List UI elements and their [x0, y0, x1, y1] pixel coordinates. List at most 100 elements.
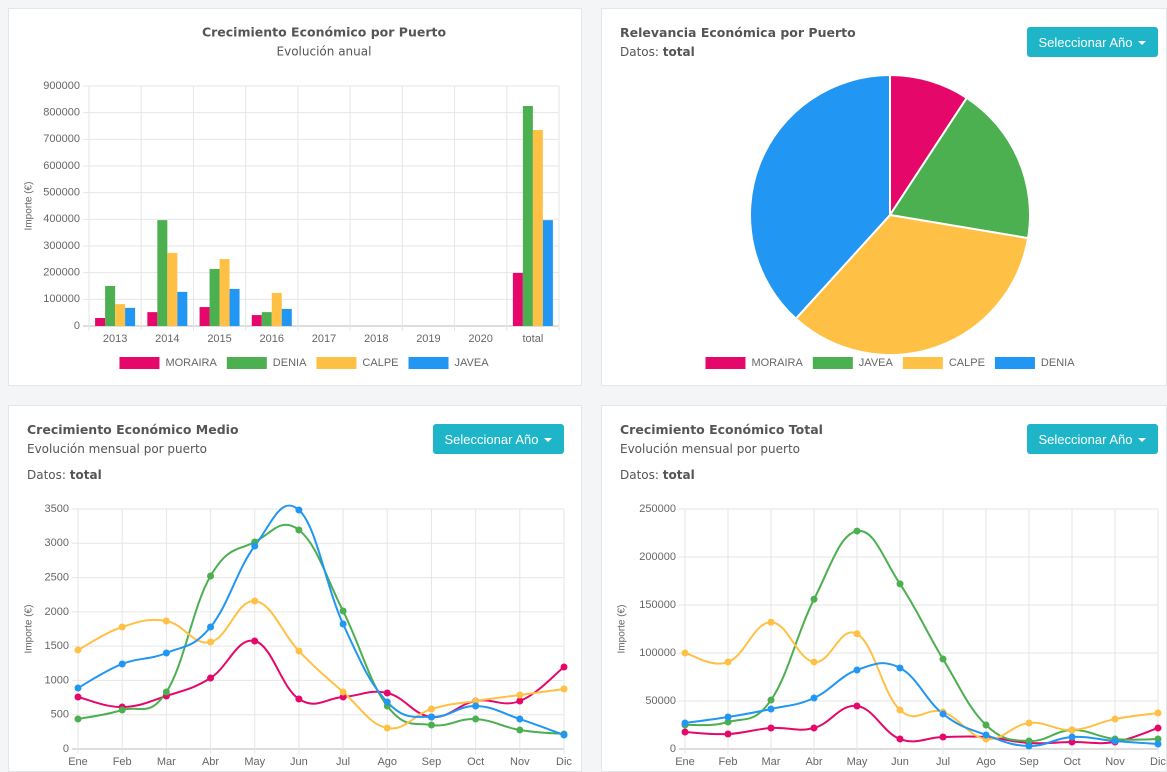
bar — [261, 312, 272, 326]
point — [251, 637, 259, 645]
button-label: Seleccionar Año — [444, 431, 539, 447]
bar — [125, 307, 136, 326]
point — [1111, 715, 1119, 723]
pie-slice — [749, 73, 891, 321]
x-tick-label: Mar — [157, 756, 176, 768]
x-tick-label: Jun — [290, 756, 308, 768]
x-tick-label: Nov — [510, 756, 530, 768]
legend: MORAIRA DENIA CALPE JAVEA — [119, 357, 489, 369]
x-tick-label: 2014 — [155, 333, 179, 345]
x-tick-label: total — [522, 333, 543, 345]
x-tick-label: Nov — [1105, 756, 1125, 768]
x-tick-label: May — [847, 756, 868, 768]
data-label: Datos: — [27, 468, 66, 482]
bar — [199, 307, 210, 326]
point — [1154, 724, 1162, 732]
chart: 0 500 1000 1500 2000 2500 3000 3500 Ene Feb Mar Abr… — [24, 503, 573, 768]
point — [853, 527, 861, 535]
y-axis-title: Importe (€) — [617, 605, 628, 654]
line — [684, 530, 1159, 743]
line — [684, 621, 1159, 741]
x-tick-label: 2017 — [312, 333, 336, 345]
point — [339, 607, 347, 615]
y-tick-label: 150000 — [639, 599, 676, 611]
x-tick-label: Dic — [1150, 756, 1166, 768]
point — [427, 705, 435, 713]
point — [1025, 737, 1033, 745]
y-tick-label: 200000 — [639, 551, 676, 563]
chart: MORAIRA JAVEA CALPE DENIA — [705, 73, 1075, 369]
legend-swatch — [812, 357, 853, 369]
y-tick-label: 700000 — [43, 133, 80, 145]
point — [162, 688, 170, 696]
year-dropdown[interactable]: Seleccionar Año — [1027, 27, 1158, 57]
legend-swatch — [705, 357, 746, 369]
legend-swatch — [119, 357, 160, 369]
point — [207, 674, 215, 682]
point — [810, 658, 818, 666]
x-tick-label: Dic — [556, 756, 572, 768]
y-tick-label: 300000 — [43, 240, 80, 252]
chart: 0 50000 100000 150000 200000 250000 Ene Feb Mar A… — [617, 503, 1166, 768]
button-label: Seleccionar Año — [1038, 431, 1133, 447]
x-tick-label: Oct — [467, 756, 484, 768]
point — [207, 638, 215, 646]
y-tick-label: 600000 — [43, 160, 80, 172]
y-tick-label: 800000 — [43, 107, 80, 119]
point — [74, 646, 82, 654]
x-tick-label: 2016 — [260, 333, 284, 345]
line — [684, 704, 1159, 745]
bar — [532, 130, 543, 326]
x-tick-label: Jul — [336, 756, 350, 768]
data-value: total — [69, 468, 102, 482]
point — [1154, 740, 1162, 748]
bar — [147, 312, 158, 326]
point — [516, 715, 524, 723]
y-tick-label: 1000 — [45, 674, 69, 686]
point — [1025, 719, 1033, 727]
bar — [167, 252, 178, 326]
y-tick-label: 400000 — [43, 213, 80, 225]
point — [896, 706, 904, 714]
data-label: Datos: — [620, 45, 659, 59]
card-title: Crecimiento Económico Medio — [27, 422, 239, 437]
x-tick-label: Jul — [936, 756, 950, 768]
legend-swatch — [994, 357, 1035, 369]
point — [383, 689, 391, 697]
point — [1068, 738, 1076, 746]
year-dropdown[interactable]: Seleccionar Año — [1027, 424, 1158, 454]
chart-title: Crecimiento Económico por Puerto — [202, 25, 447, 40]
x-tick-label: Sep — [1019, 756, 1039, 768]
x-tick-label: Abr — [202, 756, 219, 768]
y-tick-label: 900000 — [43, 80, 80, 92]
point — [472, 702, 480, 710]
data-source: Datos: total — [620, 468, 695, 482]
y-tick-label: 0 — [63, 743, 69, 755]
data-value: total — [662, 468, 695, 482]
point — [383, 698, 391, 706]
y-axis-title: Importe (€) — [24, 182, 35, 231]
y-tick-label: 2000 — [45, 606, 69, 618]
year-dropdown[interactable]: Seleccionar Año — [433, 424, 564, 454]
point — [74, 693, 82, 701]
point — [251, 542, 259, 550]
point — [810, 694, 818, 702]
legend-label: JAVEA — [455, 357, 490, 369]
legend-label: CALPE — [362, 357, 398, 369]
pie-slice — [794, 213, 1030, 356]
x-tick-label: Mar — [762, 756, 781, 768]
bar — [522, 106, 533, 326]
point — [1025, 742, 1033, 750]
point — [74, 715, 82, 723]
legend-label: MORAIRA — [165, 357, 217, 369]
point — [724, 713, 732, 721]
data-source: Datos: total — [27, 468, 102, 482]
point — [982, 721, 990, 729]
point — [767, 705, 775, 713]
point — [939, 733, 947, 741]
x-tick-label: 2015 — [207, 333, 231, 345]
point — [939, 710, 947, 718]
x-tick-label: May — [244, 756, 265, 768]
y-tick-label: 2500 — [45, 571, 69, 583]
bar — [95, 318, 106, 326]
